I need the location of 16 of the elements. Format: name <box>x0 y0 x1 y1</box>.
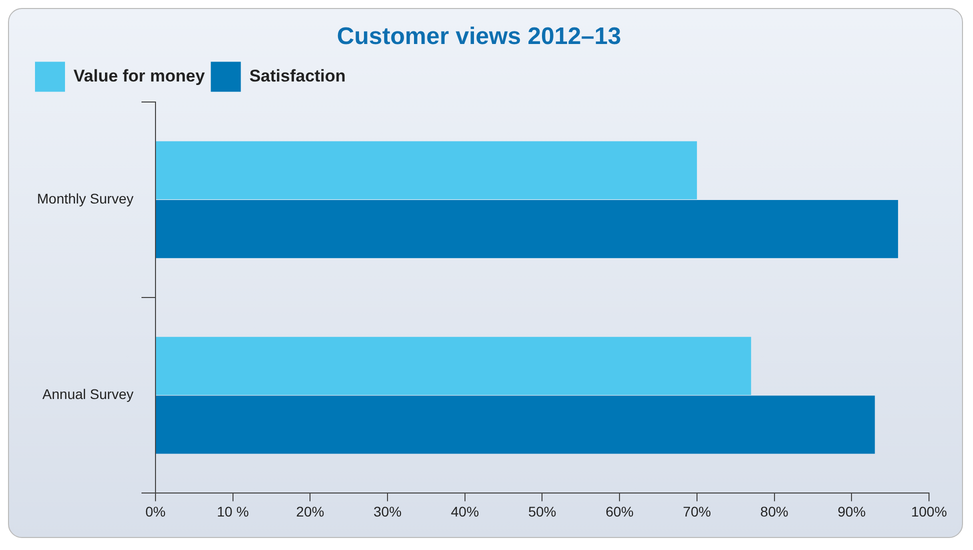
x-tick-label: 90% <box>838 503 866 520</box>
x-tick-label: 30% <box>374 503 402 520</box>
x-tick-label: 20% <box>296 503 324 520</box>
x-tick-label: 70% <box>682 503 711 520</box>
x-tick-label: 80% <box>760 503 788 520</box>
chart-title: Customer views 2012–13 <box>336 23 622 50</box>
x-tick-label: 10 % <box>216 503 249 520</box>
x-tick-label: 50% <box>528 503 556 520</box>
x-tick-label: 0% <box>145 503 166 520</box>
y-tick-label: Annual Survey <box>42 386 134 402</box>
x-tick-label: 100% <box>911 503 947 520</box>
x-tick-label: 40% <box>450 503 479 520</box>
legend-label: Value for money <box>74 66 206 86</box>
legend-label: Satisfaction <box>249 66 346 86</box>
x-tick-label: 60% <box>606 503 634 520</box>
y-tick-label: Monthly Survey <box>37 190 134 207</box>
